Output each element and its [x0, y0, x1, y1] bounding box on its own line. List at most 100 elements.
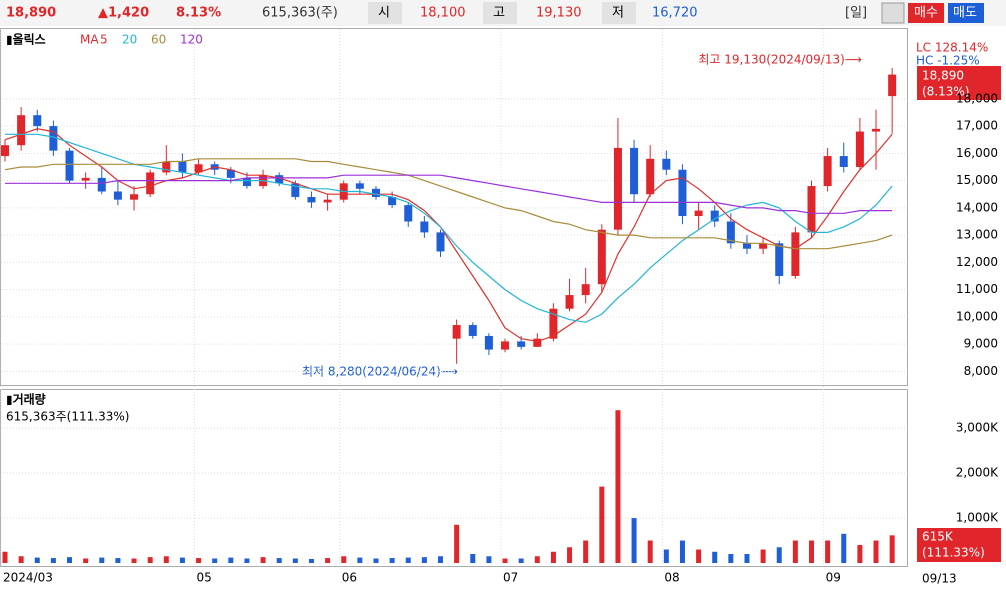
candle-body — [823, 156, 832, 187]
volume-bar — [550, 551, 556, 563]
legend-entry: 5 — [100, 33, 108, 47]
candle-body — [662, 158, 671, 170]
candle-body — [468, 325, 477, 336]
volume-bar — [228, 557, 234, 563]
period[interactable]: [일] — [845, 6, 867, 21]
open-label: 시 — [378, 6, 390, 21]
ma-line — [5, 174, 893, 214]
volume-bar — [696, 549, 702, 563]
last-rate: (8.13%) — [922, 85, 969, 99]
candle-body — [146, 172, 155, 195]
sell-button[interactable] — [948, 3, 984, 23]
volume-bar — [276, 558, 282, 563]
last-price-box — [917, 66, 1001, 100]
candle-body — [194, 164, 203, 173]
volume-box — [917, 528, 1001, 562]
candle-body — [49, 126, 58, 151]
volume-bar — [389, 558, 395, 563]
y-tick-label: 8,000 — [964, 364, 998, 378]
volume-bar — [567, 547, 573, 563]
x-tick-label: 2024/03 — [3, 571, 53, 585]
buy-button[interactable] — [908, 3, 944, 23]
candle-body — [710, 210, 719, 222]
high-note: 최고 19,130(2024/09/13)⟶ — [698, 53, 862, 67]
volume-bar — [454, 524, 460, 563]
volume-panel — [0, 389, 908, 567]
ma-label: MA — [80, 33, 99, 47]
volume-bar — [647, 540, 653, 563]
rate: 8.13% — [176, 6, 221, 21]
volume-bar — [841, 533, 847, 563]
volume-bar — [99, 557, 105, 563]
candle-body — [694, 210, 703, 217]
candle-body — [678, 169, 687, 217]
sell-label[interactable]: 매도 — [953, 6, 977, 21]
candle-body — [97, 177, 106, 192]
open: 18,100 — [420, 6, 466, 21]
buy-label[interactable]: 매수 — [914, 6, 938, 21]
volume-bar — [147, 557, 153, 563]
ma-line — [4, 158, 893, 250]
limit-up: LC 128.14% — [916, 41, 988, 55]
candle-body — [839, 156, 848, 167]
y-tick-label: 11,000 — [956, 282, 998, 296]
volume-bar — [438, 556, 444, 563]
candle-body — [33, 115, 42, 127]
candle-body — [81, 177, 90, 181]
volume-bar — [163, 556, 169, 563]
y-tick-label: 9,000 — [964, 337, 998, 351]
candle-body — [275, 175, 284, 184]
candle-body — [1, 145, 9, 157]
settings-button[interactable] — [881, 2, 905, 24]
candle-body — [130, 194, 139, 200]
candle-body — [646, 158, 655, 195]
candle-body — [291, 183, 300, 197]
x-tick-label: 06 — [342, 571, 357, 585]
y-tick-label: 12,000 — [956, 255, 998, 269]
volume-bar — [2, 551, 8, 563]
label-box — [483, 2, 517, 24]
volume-bar — [115, 558, 121, 563]
candle-body — [452, 325, 461, 339]
x-tick-label: 07 — [503, 571, 518, 585]
stock-name: ▮올릭스 — [6, 33, 46, 47]
candle-body — [484, 335, 493, 350]
high-label: 고 — [493, 6, 505, 21]
volume: 615,363(주) — [262, 6, 338, 21]
y-tick-label: 14,000 — [956, 200, 998, 214]
volume-bar — [728, 554, 734, 563]
volume-bar — [421, 557, 427, 563]
volume-bar — [583, 540, 589, 563]
candle-body — [420, 221, 429, 233]
candle-body — [17, 115, 26, 146]
volume-box-label: 615K — [922, 530, 954, 544]
volume-bar — [341, 556, 347, 563]
volume-title: ▮거래량 — [6, 392, 46, 407]
volume-bar — [83, 558, 89, 563]
legend-entry: 20 — [122, 33, 137, 47]
candle-body — [855, 131, 864, 167]
candle-body — [581, 284, 590, 296]
volume-bar — [744, 554, 750, 563]
candle-body — [742, 243, 751, 249]
candle-body — [630, 147, 639, 195]
volume-bar — [405, 557, 411, 563]
candle-body — [807, 186, 816, 233]
volume-bar — [825, 540, 831, 563]
volume-bar — [534, 556, 540, 563]
y-tick-label: 13,000 — [956, 228, 998, 242]
change: ▲1,420 — [98, 6, 149, 21]
volume-bar — [373, 558, 379, 563]
volume-bar — [470, 554, 476, 563]
volume-bar — [34, 557, 40, 563]
low: 16,720 — [652, 6, 698, 21]
volume-bar — [615, 410, 621, 563]
volume-bar — [67, 557, 73, 563]
candle-body — [726, 221, 735, 244]
last-date: 09/13 — [922, 572, 957, 586]
candle-body — [791, 232, 800, 276]
last-price: 18,890 — [922, 69, 964, 83]
volume-bar — [196, 558, 202, 563]
y-tick-label: 10,000 — [956, 309, 998, 323]
